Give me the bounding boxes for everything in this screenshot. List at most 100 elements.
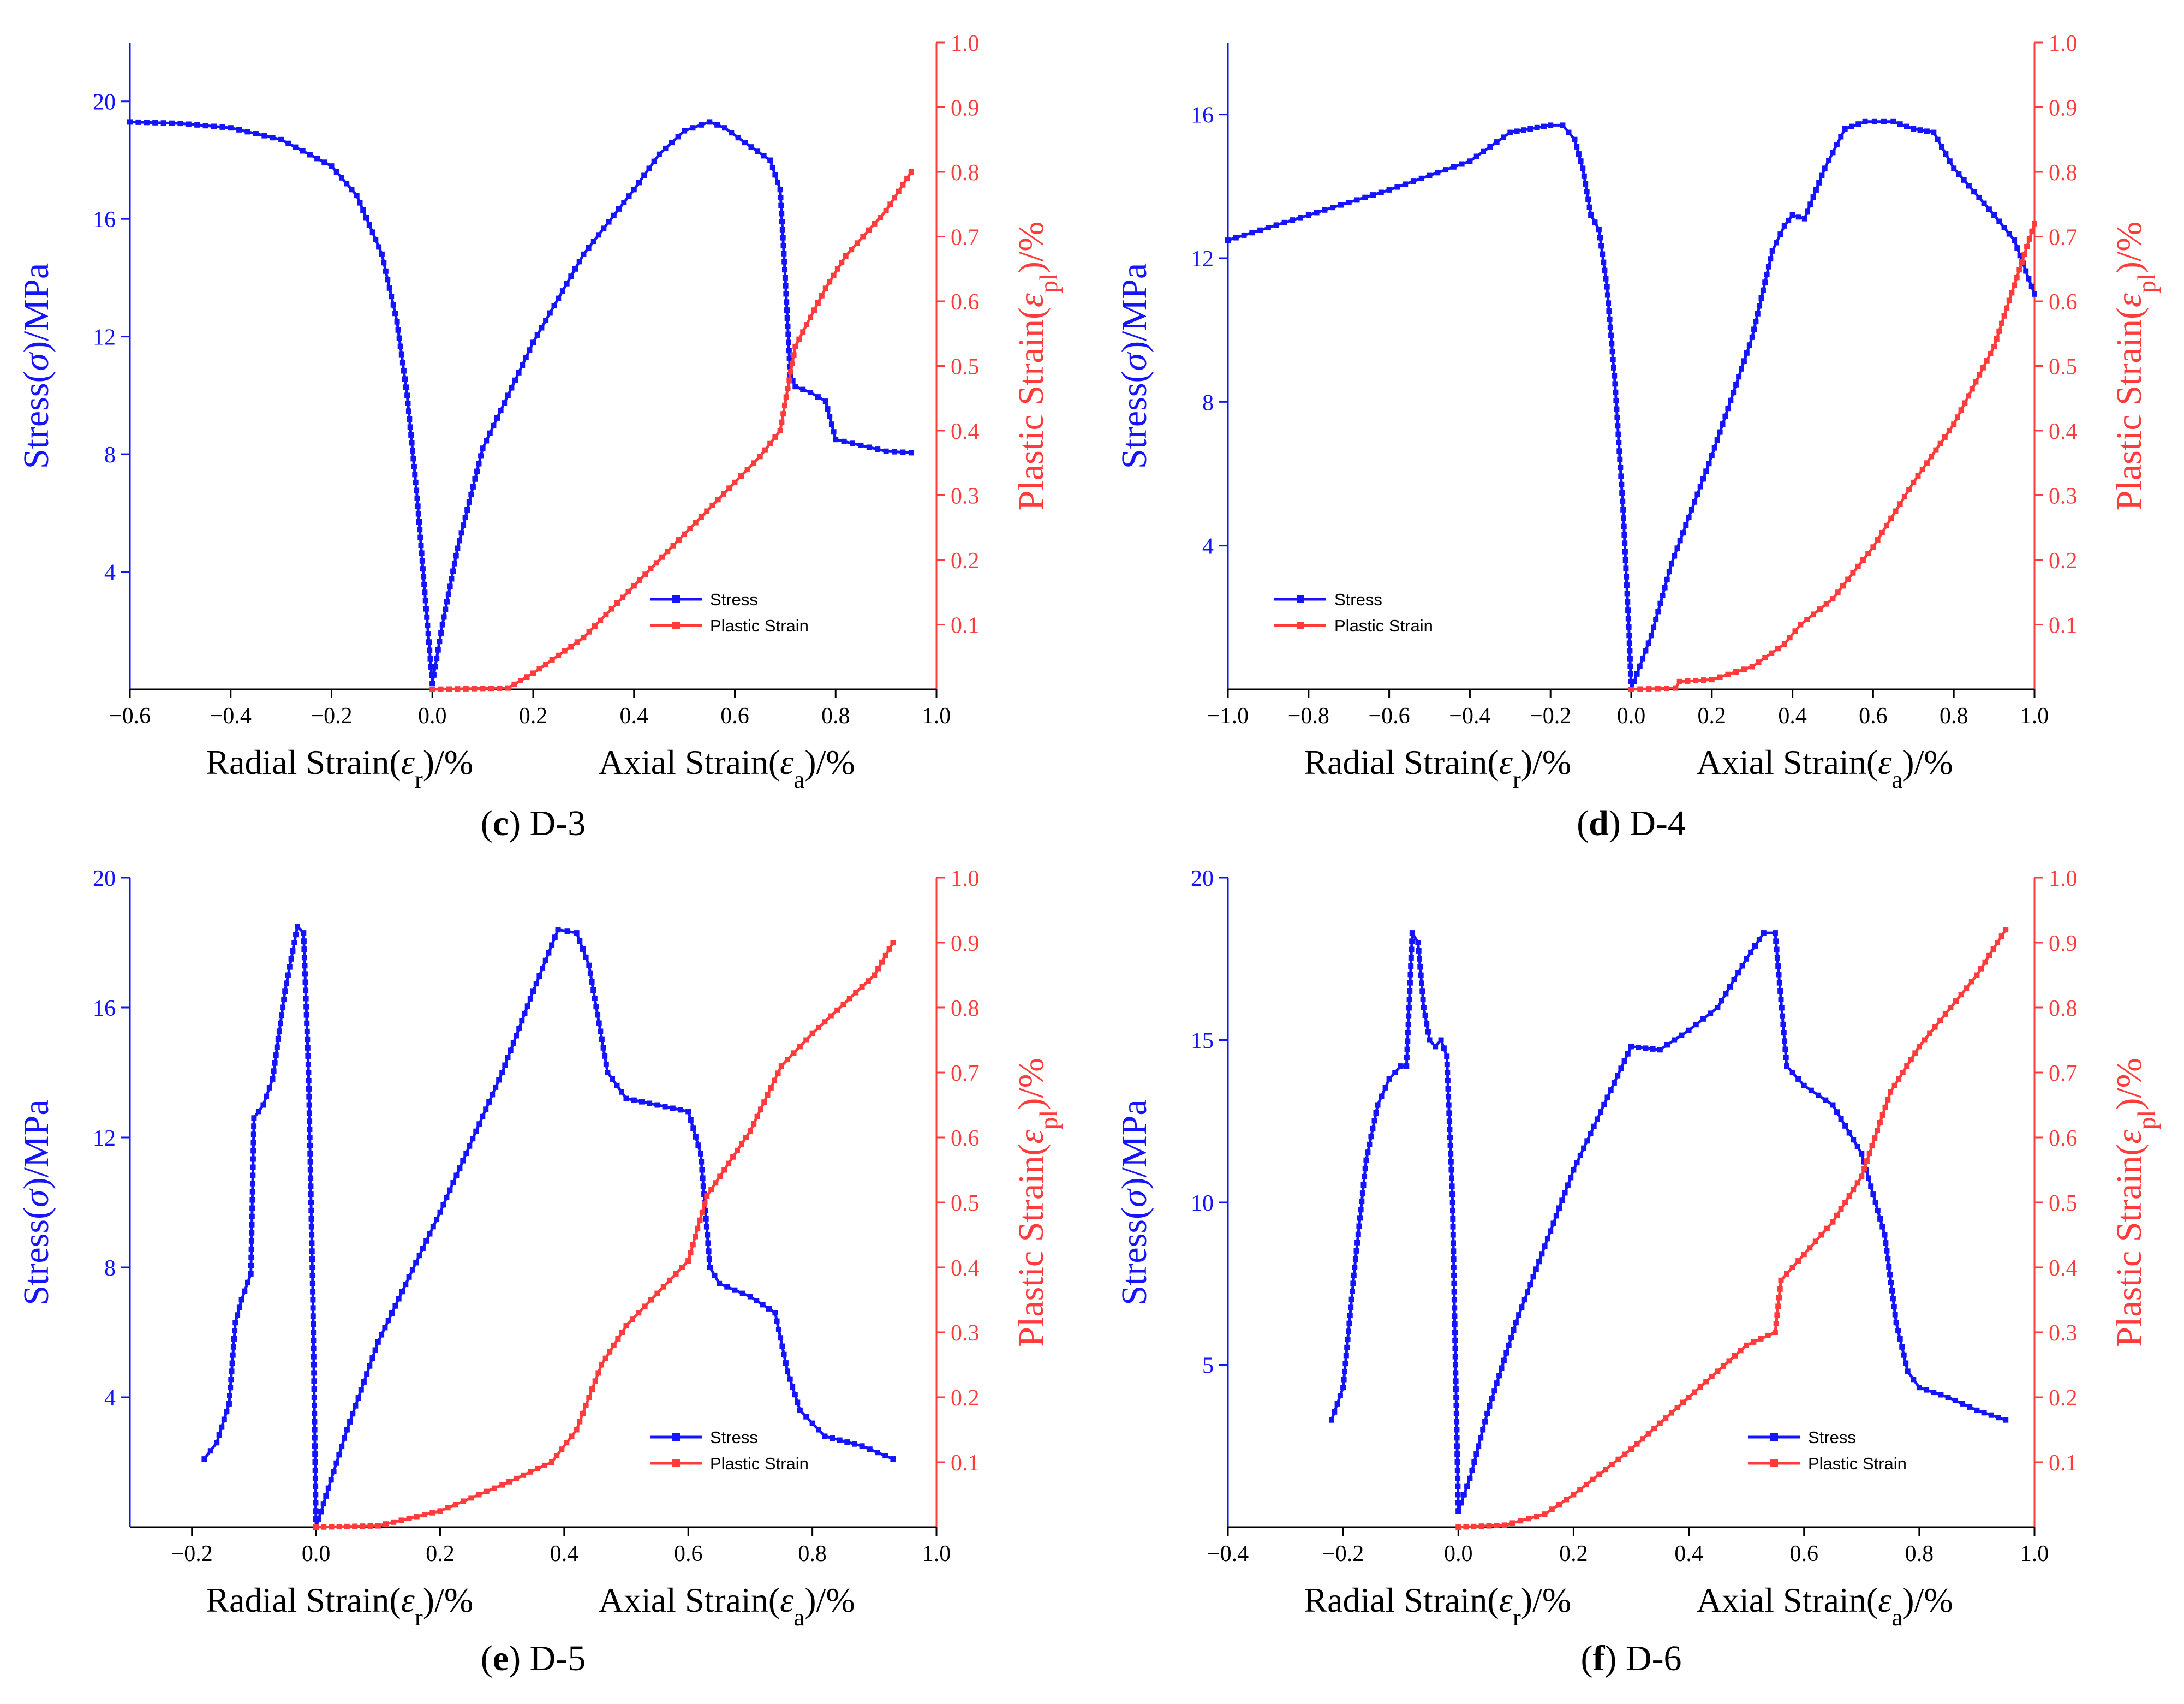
data-marker [830, 1435, 835, 1441]
data-marker [656, 151, 662, 157]
data-marker [795, 1399, 801, 1405]
series-line [1457, 931, 2007, 1512]
data-marker [1772, 1330, 1778, 1335]
data-marker [1897, 501, 1903, 507]
data-marker [1768, 256, 1774, 262]
data-marker [1627, 663, 1633, 669]
y2-tick-label: 0.4 [2049, 1256, 2078, 1281]
legend-marker [1297, 622, 1304, 629]
data-marker [1455, 1500, 1461, 1506]
data-marker [1513, 1320, 1519, 1326]
data-marker [1637, 686, 1643, 692]
data-marker [792, 343, 798, 349]
panel-caption: (f) D-6 [1580, 1639, 1681, 1678]
data-marker [250, 1131, 256, 1137]
data-marker [429, 687, 435, 692]
data-marker [784, 315, 790, 321]
data-marker [735, 1147, 740, 1153]
data-marker [1348, 1296, 1354, 1302]
data-marker [605, 1070, 611, 1075]
data-marker [249, 1213, 255, 1219]
data-marker [306, 1094, 312, 1100]
y-tick-label: 8 [1202, 390, 1214, 415]
data-marker [429, 681, 435, 687]
data-marker [261, 133, 267, 139]
data-marker [1598, 1109, 1604, 1115]
data-marker [783, 1360, 789, 1366]
data-marker [1453, 1402, 1459, 1408]
data-marker [690, 125, 696, 131]
data-marker [416, 519, 422, 525]
data-marker [1357, 1215, 1363, 1221]
x-tick-label: 1.0 [2020, 1541, 2049, 1566]
data-marker [1885, 1256, 1891, 1262]
axial-strain-label: Axial Strain(εa)/% [1697, 1581, 1953, 1631]
data-marker [394, 319, 400, 325]
data-marker [505, 685, 511, 691]
data-marker [194, 122, 200, 128]
data-marker [792, 1392, 798, 1398]
data-marker [1890, 1296, 1896, 1302]
data-marker [1406, 1005, 1412, 1011]
data-marker [688, 1117, 694, 1123]
data-marker [1735, 970, 1741, 976]
data-marker [248, 1254, 254, 1260]
x-tick-label: −0.2 [1530, 704, 1571, 729]
data-marker [230, 1344, 236, 1350]
data-marker [1608, 332, 1614, 338]
data-marker [1772, 930, 1778, 936]
data-marker [1891, 1303, 1897, 1309]
data-marker [313, 1508, 319, 1514]
data-marker [1653, 617, 1659, 622]
y2-tick-label: 0.1 [951, 1451, 980, 1476]
data-marker [1625, 616, 1631, 622]
data-marker [275, 1036, 281, 1042]
data-marker [590, 987, 596, 993]
data-marker [619, 1089, 624, 1095]
data-marker [642, 1303, 648, 1309]
data-marker [1362, 1173, 1368, 1179]
data-marker [700, 1183, 706, 1189]
data-marker [320, 1501, 326, 1507]
data-marker [1617, 456, 1623, 462]
data-marker [219, 1424, 225, 1430]
data-marker [1362, 194, 1368, 200]
data-marker [417, 534, 423, 540]
data-marker [688, 1250, 694, 1256]
data-marker [311, 1362, 317, 1368]
data-marker [702, 1207, 708, 1213]
data-marker [1494, 1380, 1500, 1386]
data-marker [595, 1370, 601, 1376]
data-marker [1562, 1190, 1568, 1196]
data-marker [849, 247, 855, 253]
data-marker [596, 1020, 602, 1026]
data-marker [1533, 1266, 1539, 1272]
data-marker [224, 1409, 230, 1415]
data-marker [274, 1044, 280, 1050]
data-marker [1588, 1131, 1594, 1136]
data-marker [2021, 252, 2027, 258]
data-marker [1701, 677, 1706, 683]
data-marker [1305, 212, 1311, 218]
data-marker [697, 1217, 703, 1223]
data-marker [2012, 237, 2018, 243]
data-marker [462, 515, 468, 521]
data-marker [1455, 1475, 1461, 1481]
data-marker [1322, 207, 1328, 213]
data-marker [1706, 461, 1712, 467]
data-marker [301, 930, 307, 936]
data-marker [1727, 984, 1733, 990]
data-marker [1494, 1523, 1500, 1528]
data-marker [309, 1240, 315, 1246]
data-marker [803, 1037, 809, 1043]
data-marker [1901, 494, 1907, 500]
data-marker [642, 571, 648, 577]
y-axis-title: Stress(σ)/MPa [1114, 1099, 1154, 1305]
y2-tick-label: 0.1 [2049, 613, 2078, 639]
data-marker [556, 652, 562, 658]
data-marker [2001, 313, 2007, 319]
data-marker [249, 1205, 255, 1211]
data-marker [833, 437, 839, 443]
data-marker [1314, 210, 1320, 216]
series-line [1227, 123, 1633, 690]
